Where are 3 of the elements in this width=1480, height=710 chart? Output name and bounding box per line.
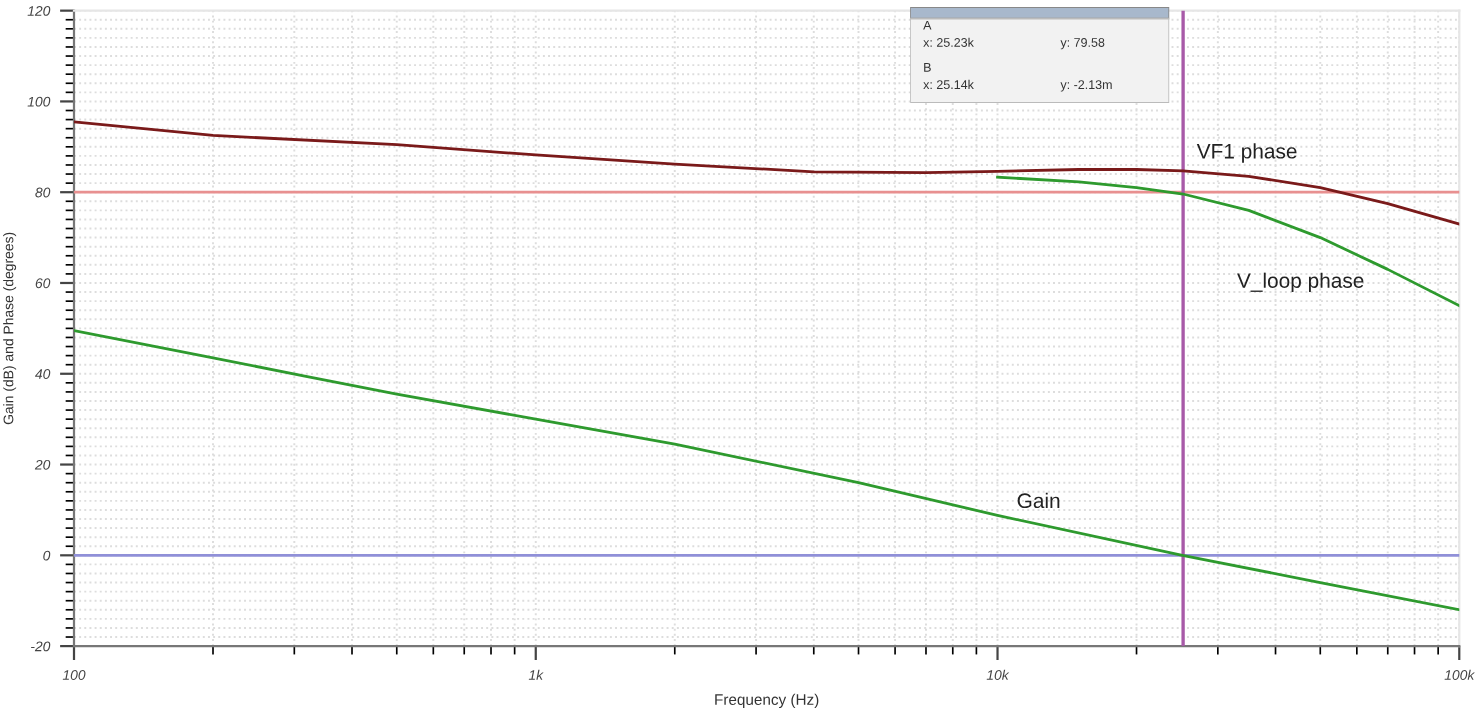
series-label: V_loop phase (1237, 272, 1364, 293)
series-label: VF1 phase (1196, 143, 1297, 163)
series-label: Gain (1017, 492, 1060, 509)
